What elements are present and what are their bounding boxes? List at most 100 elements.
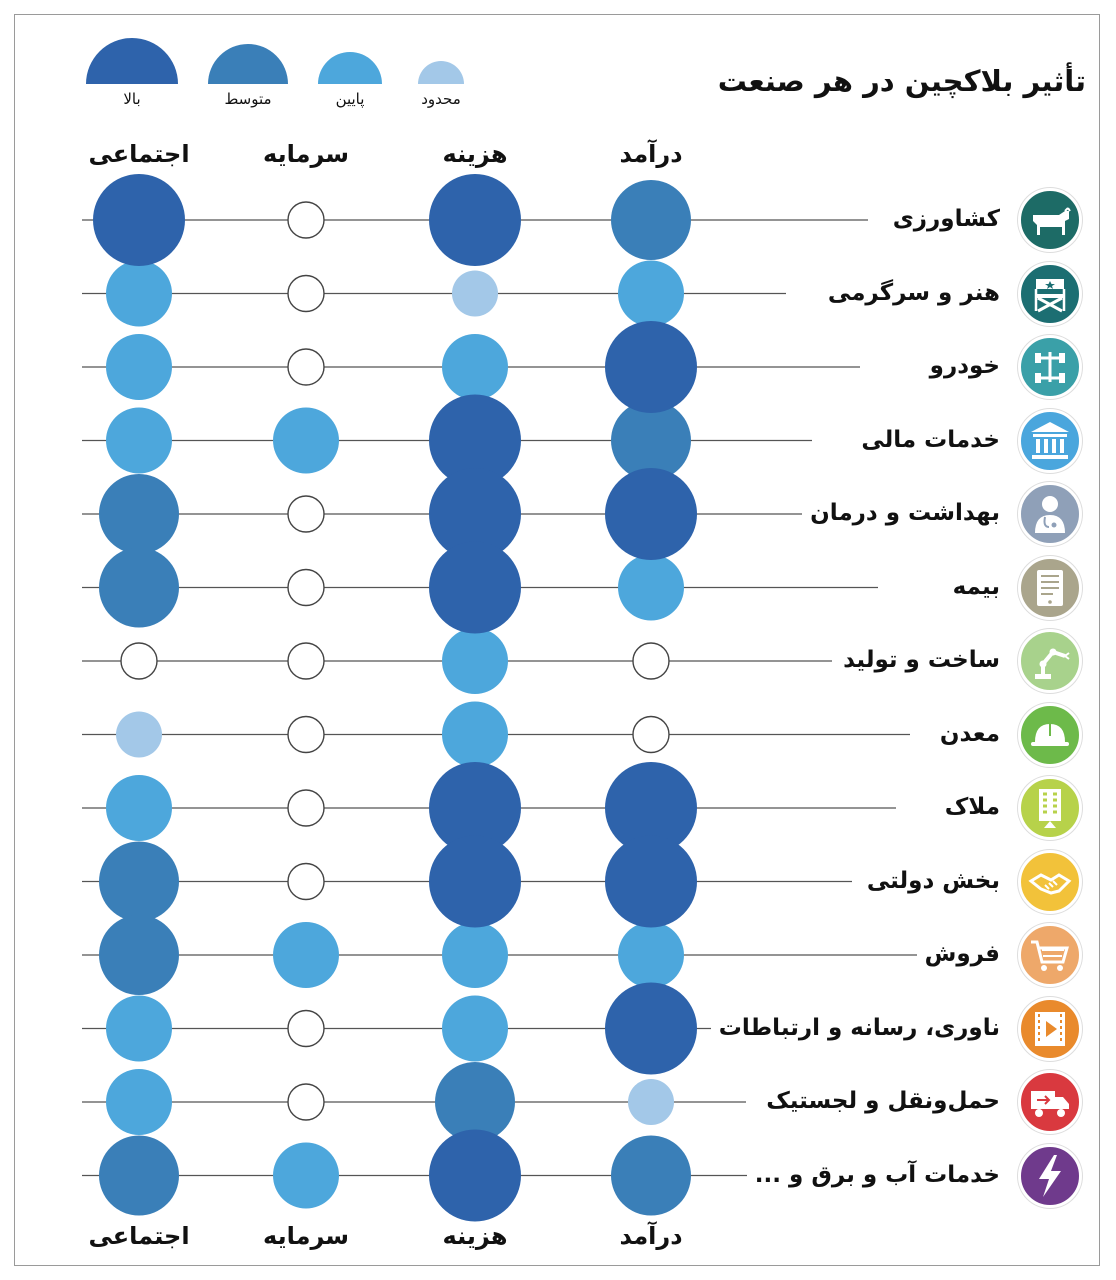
row-label-5: بیمه [944,573,1000,600]
bubble-6-1-none [287,642,325,680]
bubble-6-3-none [632,642,670,680]
legend-swatch-limited [418,61,464,84]
row-label-10: فروش [916,941,1000,967]
handshake-icon [1018,849,1082,914]
column-header-bottom-0: اجتماعی [88,1222,190,1250]
bubble-8-3-high [605,762,697,854]
legend-swatch-high [86,38,178,84]
bubble-4-3-high [605,468,697,560]
row-label-12: حمل‌ونقل و لجستیک [758,1088,1000,1114]
bubble-13-0-medium [99,1135,179,1216]
bubble-9-3-high [605,835,697,928]
legend-label-medium: متوسط [224,90,272,108]
row-label-3: خدمات مالی [853,426,1000,453]
robot-arm-icon [1018,629,1082,693]
bubble-5-3-low [618,554,684,621]
bubble-4-0-medium [99,474,179,554]
bubble-10-2-low [442,922,508,988]
hard-hat-icon [1018,702,1082,767]
bubble-9-2-high [429,835,521,928]
bubble-11-1-none [287,1009,325,1048]
bubble-6-2-low [442,628,508,694]
legend-label-high: بالا [123,90,141,108]
bubble-7-2-low [442,701,508,768]
truck-icon [1018,1070,1082,1134]
video-film-icon [1018,996,1082,1061]
bubble-4-2-high [429,468,521,560]
bubble-8-0-low [106,775,172,841]
bubble-2-0-low [106,334,172,400]
building-icon [1018,776,1082,840]
bubble-9-0-medium [99,841,179,922]
bubble-3-1-low [273,407,339,474]
bubble-8-1-none [287,789,325,827]
bubble-12-2-medium [435,1062,515,1142]
legend-label-limited: محدود [421,90,461,108]
bubble-0-0-high [93,174,185,266]
bubble-6-0-none [120,642,158,680]
legend-swatch-medium [208,44,288,84]
bubble-1-3-low [618,260,684,327]
bubble-3-2-high [429,394,521,487]
bubble-2-2-low [442,334,508,400]
legend-swatch-low [318,52,382,84]
bubble-5-0-medium [99,547,179,628]
bubble-3-0-low [106,407,172,474]
row-label-8: ملاک [936,794,1000,820]
bubble-11-2-low [442,995,508,1062]
bubble-0-2-high [429,174,521,266]
bubble-5-2-high [429,541,521,634]
cow-icon [1018,188,1082,252]
row-label-11: ناوری، رسانه و ارتباطات [710,1014,1000,1041]
bubble-2-3-high [605,321,697,413]
row-label-2: خودرو [921,353,1000,379]
bubble-13-2-high [429,1129,521,1222]
bubble-7-1-none [287,715,325,754]
row-label-9: بخش دولتی [858,867,1000,894]
bubble-2-1-none [287,348,325,386]
bubble-11-0-low [106,995,172,1062]
legend-label-low: پایین [335,90,365,108]
doctor-icon [1018,482,1082,546]
column-header-top-2: هزینه [442,140,508,168]
bubble-5-1-none [287,568,325,607]
bubble-1-2-limited [452,270,498,317]
row-label-13: خدمات آب و برق و ... [746,1161,1000,1188]
bubble-10-3-low [618,922,684,988]
bubble-7-3-none [632,715,670,754]
bubble-4-1-none [287,495,325,533]
bubble-10-1-low [273,922,339,988]
bubble-7-0-limited [116,711,162,758]
row-label-4: بهداشت و درمان [802,500,1000,526]
director-chair-icon [1018,261,1082,326]
chart-frame [14,14,1100,1266]
row-label-1: هنر و سرگرمی [819,279,1000,306]
car-chassis-icon [1018,335,1082,399]
column-header-bottom-2: هزینه [442,1222,508,1250]
bubble-13-3-medium [611,1135,691,1216]
column-header-top-1: سرمایه [263,140,349,168]
bubble-12-0-low [106,1069,172,1135]
bubble-1-1-none [287,274,325,313]
bubble-11-3-high [605,982,697,1075]
bubble-10-0-medium [99,915,179,995]
row-label-0: کشاورزی [884,206,1000,232]
bubble-0-1-none [287,201,325,239]
column-header-bottom-1: سرمایه [263,1222,349,1250]
column-header-bottom-3: درآمد [619,1222,683,1250]
bubble-13-1-low [273,1142,339,1209]
bubble-12-1-none [287,1083,325,1121]
lightning-icon [1018,1143,1082,1208]
bubble-8-2-high [429,762,521,854]
bubble-0-3-medium [611,180,691,260]
bubble-1-0-low [106,260,172,327]
document-tablet-icon [1018,555,1082,620]
column-header-top-0: اجتماعی [88,140,190,168]
bubble-9-1-none [287,862,325,901]
bank-icon [1018,408,1082,473]
chart-title: تأثیر بلاکچین در هر صنعت [717,64,1086,98]
row-label-7: معدن [931,720,1000,747]
shopping-cart-icon [1018,923,1082,987]
column-header-top-3: درآمد [619,140,683,168]
